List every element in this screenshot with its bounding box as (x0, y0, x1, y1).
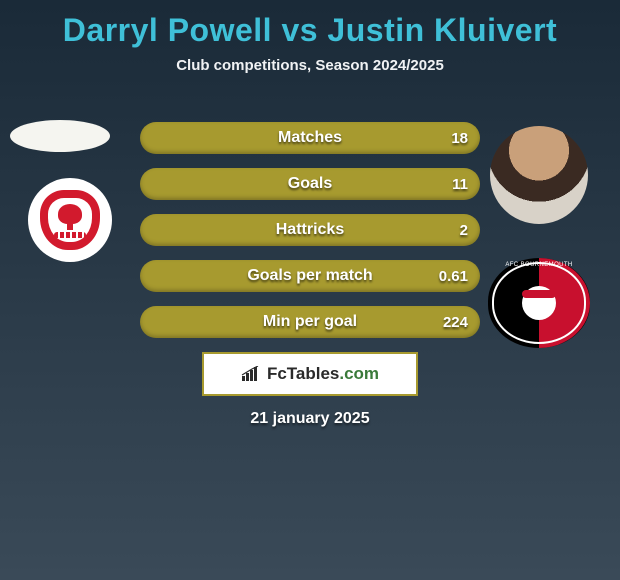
player1-club-badge (28, 178, 112, 262)
comparison-card: Darryl Powell vs Justin Kluivert Club co… (0, 0, 620, 580)
stat-bar: 11Goals (140, 168, 480, 200)
bournemouth-icon-stripe (522, 290, 556, 298)
vs-label: vs (281, 12, 318, 48)
watermark-box: FcTables.com (202, 352, 418, 396)
bournemouth-badge-text: AFC BOURNEMOUTH (502, 262, 576, 268)
stat-label: Goals per match (140, 260, 480, 292)
watermark-domain: .com (339, 364, 379, 383)
fctables-icon (241, 366, 261, 382)
stat-bar: 0.61Goals per match (140, 260, 480, 292)
stat-label: Min per goal (140, 306, 480, 338)
player1-name: Darryl Powell (63, 12, 272, 48)
watermark-text: FcTables.com (267, 364, 379, 384)
watermark-brand: FcTables (267, 364, 339, 383)
stat-bar: 224Min per goal (140, 306, 480, 338)
stat-label: Matches (140, 122, 480, 154)
date-label: 21 january 2025 (0, 410, 620, 428)
nottingham-forest-icon (40, 190, 100, 250)
stat-bars-container: 18Matches 11Goals 2Hattricks 0.61Goals per … (140, 122, 480, 352)
page-title: Darryl Powell vs Justin Kluivert (0, 0, 620, 49)
player1-avatar (10, 120, 110, 152)
stat-label: Goals (140, 168, 480, 200)
player2-name: Justin Kluivert (327, 12, 557, 48)
stat-label: Hattricks (140, 214, 480, 246)
stat-bar: 2Hattricks (140, 214, 480, 246)
stat-bar: 18Matches (140, 122, 480, 154)
player2-avatar (490, 126, 588, 224)
subtitle: Club competitions, Season 2024/2025 (0, 57, 620, 74)
